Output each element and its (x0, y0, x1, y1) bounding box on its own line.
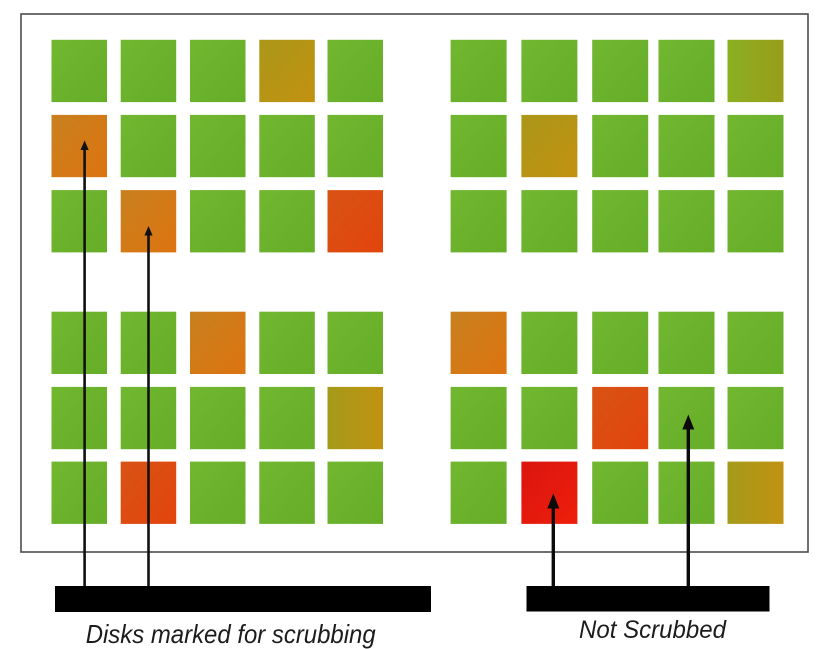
svg-text:Not Scrubbed: Not Scrubbed (579, 616, 727, 644)
svg-text:Disks marked for scrubbing: Disks marked for scrubbing (86, 619, 376, 649)
